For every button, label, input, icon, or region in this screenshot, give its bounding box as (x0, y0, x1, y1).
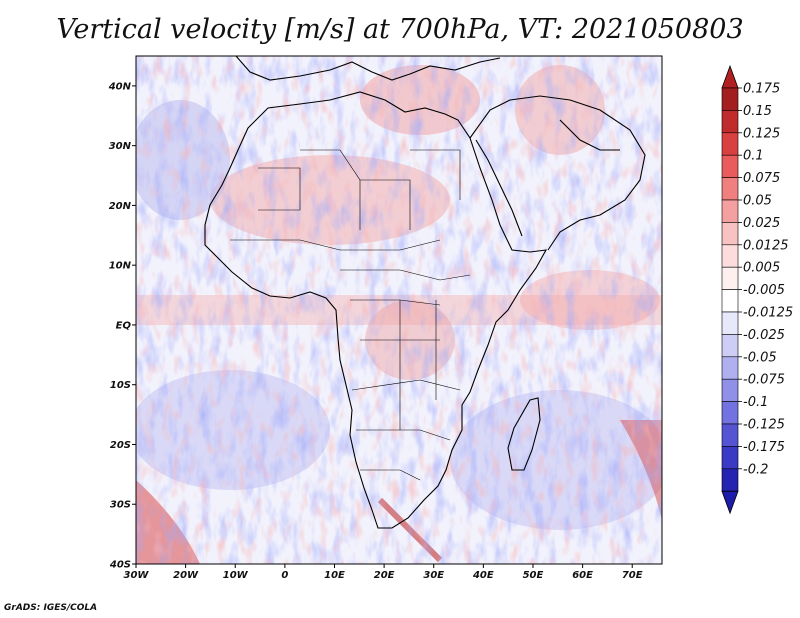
colorbar-swatch (721, 423, 739, 447)
colorbar-label: -0.005 (743, 283, 785, 298)
lat-tick-label: 40S (109, 560, 131, 571)
colorbar-swatch (721, 266, 739, 290)
colorbar-label: 0.075 (743, 171, 780, 186)
colorbar-label: 0.175 (743, 82, 780, 97)
colorbar-swatch (721, 87, 739, 111)
colorbar-swatch (721, 378, 739, 402)
country-borders (230, 149, 471, 481)
colorbar-label: -0.0125 (743, 306, 793, 321)
arabia-coastline (469, 95, 646, 251)
lon-tick-label: 10W (223, 570, 249, 581)
colorbar-swatch (721, 289, 739, 313)
colorbar-bottom-arrow (721, 490, 739, 515)
velocity-field-texture (136, 56, 662, 564)
colorbar-label: -0.05 (743, 350, 777, 365)
lon-tick-label: 30E (423, 570, 444, 581)
africa-coastline (204, 91, 548, 529)
lon-tick-label: 70E (622, 570, 643, 581)
colorbar-label: 0.025 (743, 216, 780, 231)
colorbar-swatch (721, 222, 739, 246)
colorbar-swatch (721, 468, 739, 492)
colorbar-swatch (721, 244, 739, 268)
colorbar-top-arrow (721, 64, 739, 89)
colorbar-swatch (721, 356, 739, 380)
colorbar-label: 0.15 (743, 104, 772, 119)
lon-tick-label: 60E (572, 570, 593, 581)
colorbar-swatch (721, 154, 739, 178)
lat-tick-label: 40N (108, 81, 132, 92)
madagascar-coastline (507, 397, 541, 471)
map-title: Vertical velocity [m/s] at 700hPa, VT: 2… (56, 14, 744, 45)
colorbar-swatch (721, 311, 739, 335)
colorbar-label: -0.2 (743, 462, 768, 477)
lon-tick-label: 30W (124, 570, 150, 581)
colorbar-swatch (721, 177, 739, 201)
colorbar-label: -0.125 (743, 418, 785, 433)
red-sea (475, 139, 523, 237)
colorbar-label: -0.175 (743, 440, 785, 455)
colorbar-swatch (721, 334, 739, 358)
lat-tick-label: 20S (110, 440, 131, 451)
colorbar-swatch (721, 110, 739, 134)
longitude-axis: 30W 20W 10W 0 10E 20E 30E 40E 50E 60E 70E (124, 564, 643, 581)
colorbar-label: 0.1 (743, 149, 764, 164)
europe-coastline (235, 56, 501, 81)
coastlines (204, 56, 646, 529)
persian-gulf (559, 119, 620, 151)
lat-tick-label: 10N (109, 261, 132, 272)
lat-tick-label: 30S (110, 500, 131, 511)
colorbar-label: -0.075 (743, 373, 785, 388)
lon-tick-label: 0 (281, 570, 288, 581)
lat-tick-label: 30N (109, 141, 132, 152)
latitude-axis: 40N 30N 20N 10N EQ 10S 20S 30S 40S (108, 81, 136, 571)
colorbar-swatch (721, 446, 739, 470)
colorbar-label: 0.05 (743, 194, 772, 209)
lat-tick-label: 20N (109, 201, 132, 212)
lon-tick-label: 20W (173, 570, 199, 581)
colorbar-label: -0.1 (743, 395, 768, 410)
colorbar: 0.175 0.15 0.125 0.1 0.075 0.05 0.025 0.0125 0.0… (721, 64, 793, 515)
plot-frame (135, 55, 663, 565)
colorbar-swatch (721, 199, 739, 223)
lon-tick-label: 10E (324, 570, 345, 581)
lat-tick-label: 10S (110, 380, 131, 391)
colorbar-label: -0.025 (743, 328, 785, 343)
lat-tick-label: EQ (116, 320, 132, 331)
colorbar-label: 0.005 (743, 261, 780, 276)
colorbar-swatch (721, 132, 739, 156)
colorbar-label: 0.125 (743, 126, 780, 141)
plot-area (136, 56, 662, 564)
colorbar-swatch (721, 401, 739, 425)
lon-tick-label: 20E (374, 570, 395, 581)
lon-tick-label: 50E (523, 570, 544, 581)
lon-tick-label: 40E (472, 570, 494, 581)
grads-credit: GrADS: IGES/COLA (4, 603, 98, 613)
colorbar-label: 0.0125 (743, 238, 789, 253)
